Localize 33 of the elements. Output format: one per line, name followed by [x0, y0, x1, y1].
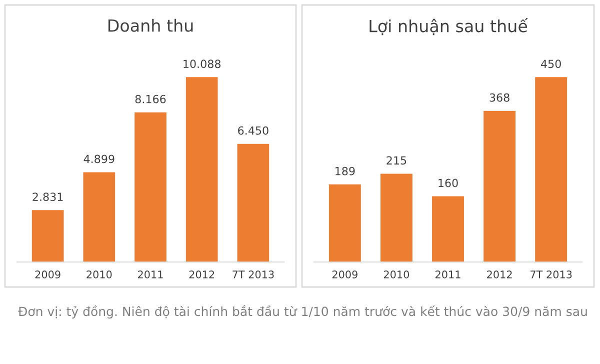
bar [237, 144, 270, 262]
x-tick-label: 2009 [332, 270, 358, 278]
bar [432, 196, 464, 262]
x-tick-label: 2011 [436, 270, 460, 278]
bar [83, 172, 116, 262]
data-label: 215 [386, 156, 406, 165]
x-tick-label: 2012 [487, 270, 512, 278]
x-tick-label: 7T 2013 [530, 270, 572, 278]
bar [186, 77, 218, 262]
data-label: 4.899 [84, 154, 114, 164]
x-tick-label: 7T 2013 [232, 270, 274, 278]
bar [134, 112, 166, 262]
data-label: 160 [438, 178, 458, 188]
data-label: 10.088 [184, 60, 221, 68]
bar [380, 174, 412, 262]
x-tick-label: 2010 [384, 270, 410, 278]
data-label: 368 [490, 93, 510, 102]
text: Đơn vị: tỷ đồng. Niên độ tài chính bắt đầu từ 1/10 năm trước và kết thúc vào 30/9 năm sau [18, 305, 587, 319]
x-tick-label: 2009 [35, 270, 60, 278]
data-label: 2.831 [32, 192, 63, 202]
chart-title: Lợi nhuận sau thuế [370, 18, 528, 36]
x-tick-label: 2011 [138, 270, 163, 278]
data-label: 450 [541, 60, 561, 68]
bar [535, 77, 568, 262]
bar [484, 110, 516, 262]
bar [328, 184, 361, 262]
x-tick-label: 2012 [189, 270, 214, 278]
bar [32, 210, 64, 262]
x-tick-label: 2010 [86, 270, 112, 278]
data-label: 6.450 [238, 126, 268, 135]
data-label: 189 [336, 166, 355, 176]
chart-title: Doanh thu [108, 18, 193, 32]
data-label: 8.166 [135, 94, 166, 104]
